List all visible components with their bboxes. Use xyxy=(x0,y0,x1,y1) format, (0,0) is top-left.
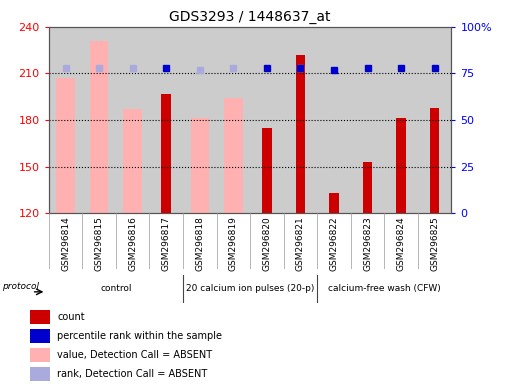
Bar xyxy=(363,162,372,213)
Bar xyxy=(90,41,108,213)
Text: GSM296818: GSM296818 xyxy=(195,216,204,271)
Bar xyxy=(190,118,209,213)
Bar xyxy=(397,118,406,213)
Bar xyxy=(384,27,418,213)
Bar xyxy=(116,27,149,213)
Bar xyxy=(262,128,271,213)
Text: control: control xyxy=(100,285,132,293)
Text: value, Detection Call = ABSENT: value, Detection Call = ABSENT xyxy=(57,350,212,360)
Text: GSM296817: GSM296817 xyxy=(162,216,171,271)
Text: GSM296822: GSM296822 xyxy=(329,216,339,271)
Text: GSM296821: GSM296821 xyxy=(296,216,305,271)
Bar xyxy=(216,27,250,213)
Bar xyxy=(183,27,216,213)
Bar xyxy=(162,94,171,213)
Bar xyxy=(430,108,439,213)
Text: GSM296815: GSM296815 xyxy=(94,216,104,271)
Title: GDS3293 / 1448637_at: GDS3293 / 1448637_at xyxy=(169,10,331,25)
Text: GSM296814: GSM296814 xyxy=(61,216,70,271)
Bar xyxy=(295,55,305,213)
Text: GSM296823: GSM296823 xyxy=(363,216,372,271)
Text: calcium-free wash (CFW): calcium-free wash (CFW) xyxy=(328,285,441,293)
Bar xyxy=(56,78,75,213)
Text: GSM296825: GSM296825 xyxy=(430,216,439,271)
Bar xyxy=(82,27,116,213)
Text: GSM296819: GSM296819 xyxy=(229,216,238,271)
Bar xyxy=(284,27,317,213)
Bar xyxy=(250,27,284,213)
Bar xyxy=(30,367,50,381)
Bar xyxy=(418,27,451,213)
Bar xyxy=(317,27,351,213)
Text: protocol: protocol xyxy=(3,281,40,291)
Text: percentile rank within the sample: percentile rank within the sample xyxy=(57,331,223,341)
Bar xyxy=(329,193,339,213)
Text: GSM296824: GSM296824 xyxy=(397,216,406,271)
Text: 20 calcium ion pulses (20-p): 20 calcium ion pulses (20-p) xyxy=(186,285,314,293)
Bar xyxy=(351,27,384,213)
Bar xyxy=(30,329,50,343)
Text: GSM296816: GSM296816 xyxy=(128,216,137,271)
Text: count: count xyxy=(57,312,85,322)
Text: GSM296820: GSM296820 xyxy=(262,216,271,271)
Bar xyxy=(224,98,243,213)
Text: rank, Detection Call = ABSENT: rank, Detection Call = ABSENT xyxy=(57,369,208,379)
Bar xyxy=(30,348,50,362)
Bar xyxy=(49,27,82,213)
Bar xyxy=(30,310,50,324)
Bar xyxy=(149,27,183,213)
Bar xyxy=(124,109,142,213)
